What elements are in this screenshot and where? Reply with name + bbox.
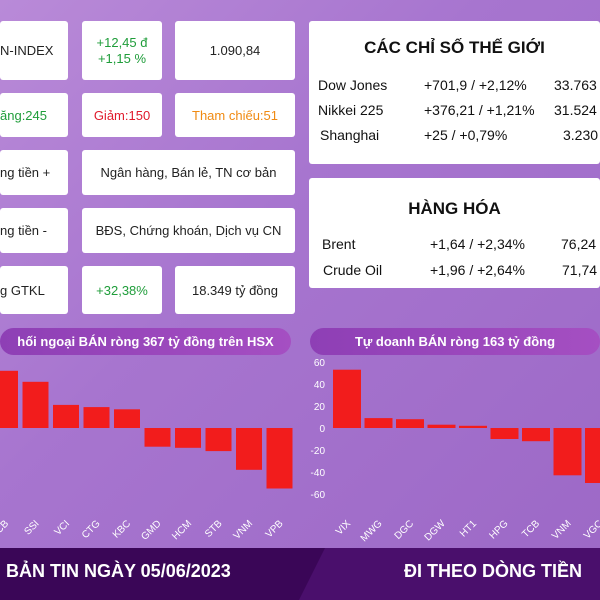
index-change-cell: +12,45 đ +1,15 % [82,21,162,80]
bar [522,428,550,442]
commodity-row-value: 71,74 [562,262,598,278]
gtkl-label: g GTKL [0,282,45,298]
commodity-row-name: Brent [322,236,356,252]
x-tick-label: VCI [53,518,73,538]
world-row-value: 33.763 [554,77,597,93]
bar [205,428,232,452]
index-change-pct: +1,15 % [97,50,147,66]
world-row-name: Shanghai [320,127,380,143]
bar [0,370,18,428]
decliners: Giảm:150 [93,107,151,123]
y-tick-label: -60 [311,490,326,501]
x-tick-label: KBC [111,518,133,540]
y-tick-label: 40 [314,380,326,391]
commodities-panel: HÀNG HÓA Brent +1,64 / +2,34% 76,24 Crud… [309,178,600,288]
advancers-cell: ăng:245 [0,93,68,137]
outflow-label: ng tiền - [0,223,47,238]
gtkl-pct: +32,38% [96,282,148,298]
bar [114,409,140,428]
commodity-row-name: Crude Oil [323,262,383,278]
gtkl-pct-cell: +32,38% [82,266,162,314]
x-tick-label: VGC [582,518,600,541]
x-tick-label: SSI [22,518,41,537]
world-row-change: +376,21 / +1,21% [424,102,535,118]
bar [553,428,582,476]
x-tick-label: DGC [393,518,417,542]
commodity-row-change: +1,96 / +2,64% [430,262,525,278]
x-tick-label: CTG [80,518,103,541]
footer-left-band [0,548,325,600]
bar [266,428,293,489]
y-tick-label: 0 [319,424,325,435]
inflow-label-cell: ng tiền + [0,150,68,195]
bar [490,428,519,439]
world-indices-panel: CÁC CHỈ SỐ THẾ GIỚI Dow Jones +701,9 / +… [309,21,600,164]
commodities-title: HÀNG HÓA [408,199,501,218]
commodity-row-value: 76,24 [561,236,597,252]
y-tick-label: -20 [311,446,326,457]
outflow-sectors: BĐS, Chứng khoán, Dịch vụ CN [95,223,282,238]
x-tick-label: HCM [170,518,194,542]
x-tick-label: DGW [423,518,448,543]
x-tick-label: VPB [264,518,286,540]
bar [427,424,456,428]
bar [396,419,424,428]
world-row-name: Nikkei 225 [318,102,384,118]
outflow-label-cell: ng tiền - [0,208,68,253]
gtkl-label-cell: g GTKL [0,266,68,314]
gtkl-value: 18.349 tỷ đồng [191,282,279,298]
bar [333,369,361,428]
index-name: N-INDEX [0,43,54,58]
bar [364,418,393,428]
world-row-change: +25 / +0,79% [424,127,508,143]
world-row-name: Dow Jones [318,77,388,93]
foreign-net-chart: CB SSI VCI CTG KBC GMD HCM STB VNM VPB [0,370,293,543]
index-change: +12,45 đ [96,34,148,50]
world-indices-title: CÁC CHỈ SỐ THẾ GIỚI [364,38,545,57]
x-tick-label: VNM [550,518,574,542]
index-name-cell: N-INDEX [0,21,68,80]
bar [236,428,262,470]
inflow-sectors-cell: Ngân hàng, Bán lẻ, TN cơ bản [82,150,295,195]
bar [22,381,49,428]
y-tick-label: -40 [311,468,326,479]
x-tick-label: HPG [488,518,511,541]
bar [144,428,171,447]
x-tick-label: CB [0,518,11,536]
x-tick-label: MWG [359,518,385,543]
x-tick-label: GMD [139,518,163,542]
outflow-sectors-cell: BĐS, Chứng khoán, Dịch vụ CN [82,208,295,253]
y-tick-label: 60 [314,358,326,369]
unchanged-cell: Tham chiếu:51 [175,93,295,137]
inflow-label: ng tiền + [0,165,51,180]
inflow-sectors: Ngân hàng, Bán lẻ, TN cơ bản [100,165,277,180]
unchanged: Tham chiếu:51 [192,107,278,123]
x-tick-label: STB [203,518,225,540]
bar [459,425,487,428]
footer-tagline: ĐI THEO DÒNG TIỀN [404,561,583,581]
x-tick-label: HT1 [458,518,479,539]
index-value: 1.090,84 [209,43,261,58]
bar [83,407,110,428]
x-tick-label: VNM [232,518,256,542]
bar [585,428,600,483]
advancers: ăng:245 [0,107,47,123]
world-row-change: +701,9 / +2,12% [424,77,527,93]
x-tick-label: VIX [334,518,353,537]
index-value-cell: 1.090,84 [175,21,295,80]
world-row-value: 31.524 [554,102,597,118]
footer-date: BẢN TIN NGÀY 05/06/2023 [6,561,231,581]
world-row-value: 3.230 [563,127,599,143]
bar [175,428,201,448]
gtkl-value-cell: 18.349 tỷ đồng [175,266,295,314]
decliners-cell: Giảm:150 [82,93,162,137]
commodity-row-change: +1,64 / +2,34% [430,236,525,252]
bar [53,404,79,428]
foreign-chart-title: hối ngoại BÁN ròng 367 tỷ đồng trên HSX [0,328,291,355]
y-tick-label: 20 [314,402,326,413]
proprietary-net-chart: 60 40 20 0 -20 -40 -60 VIX MWG DGC DGW HT1 HPG TCB VNM… [311,358,600,543]
proprietary-chart-title: Tự doanh BÁN ròng 163 tỷ đồng [310,328,600,355]
x-tick-label: TCB [520,518,542,540]
